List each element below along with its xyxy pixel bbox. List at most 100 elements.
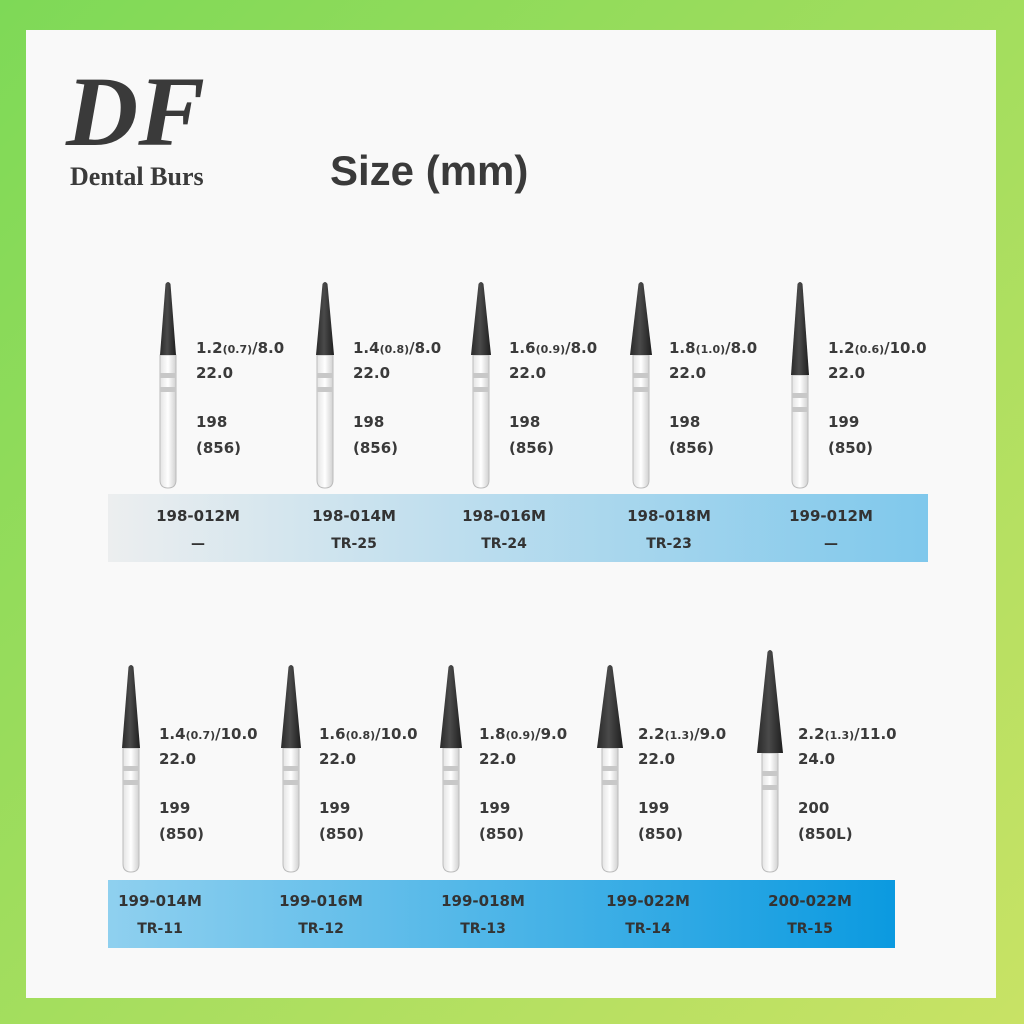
code: 200-022M <box>768 892 852 910</box>
spec-length: 22.0 <box>479 750 516 768</box>
spec-shape: 200 <box>798 799 829 817</box>
bur-ring <box>473 387 489 392</box>
size-tip: /8.0 <box>409 339 441 357</box>
bur: 1.6(0.9)/8.0 22.0 198 (856) 198-016M TR-24 <box>462 282 597 552</box>
bur-head <box>630 282 652 355</box>
spec-length: 22.0 <box>319 750 356 768</box>
spec-shape: 199 <box>159 799 190 817</box>
bur-ring <box>317 387 333 392</box>
size-tip: /8.0 <box>725 339 757 357</box>
bur-head <box>440 665 462 748</box>
bur-ring <box>473 373 489 378</box>
code: 199-022M <box>606 892 690 910</box>
bur-head <box>122 665 140 748</box>
code: 198-014M <box>312 507 396 525</box>
spec-length: 22.0 <box>353 364 390 382</box>
bur-ring <box>602 780 618 785</box>
spec-length: 22.0 <box>159 750 196 768</box>
bur-ring <box>633 387 649 392</box>
bur-shank <box>601 747 619 873</box>
ref: TR-15 <box>787 921 833 937</box>
size-tip: /10.0 <box>215 725 258 743</box>
ref: TR-11 <box>137 921 183 937</box>
code: 199-012M <box>789 507 873 525</box>
bur-shank <box>442 747 460 873</box>
size-inner: (0.9) <box>506 729 536 742</box>
size: 2.2 <box>638 725 665 743</box>
spec-size: 1.8(0.9)/9.0 <box>479 725 567 743</box>
bur-ring <box>123 766 139 771</box>
bur-ring <box>602 766 618 771</box>
spec-size: 2.2(1.3)/9.0 <box>638 725 726 743</box>
bur-ring <box>792 407 808 412</box>
bur: 1.8(0.9)/9.0 22.0 199 (850) 199-018M TR-13 <box>440 665 567 937</box>
bur-ring <box>792 393 808 398</box>
size-inner: (1.3) <box>825 729 855 742</box>
size-inner: (0.8) <box>346 729 376 742</box>
code: 199-016M <box>279 892 363 910</box>
spec-size: 1.4(0.8)/8.0 <box>353 339 441 357</box>
bur: 1.4(0.7)/10.0 22.0 199 (850) 199-014M TR-11 <box>118 665 258 937</box>
bur-ring <box>283 766 299 771</box>
size-inner: (1.3) <box>665 729 695 742</box>
size-tip: /11.0 <box>854 725 897 743</box>
size-tip: /8.0 <box>252 339 284 357</box>
spec-iso: (850) <box>159 825 204 843</box>
bur-head <box>316 282 334 355</box>
ref: TR-25 <box>331 536 377 552</box>
ref: TR-23 <box>646 536 692 552</box>
spec-size: 2.2(1.3)/11.0 <box>798 725 897 743</box>
spec-size: 1.2(0.6)/10.0 <box>828 339 927 357</box>
bur-shank <box>282 747 300 873</box>
code-band <box>108 494 928 562</box>
bur: 2.2(1.3)/9.0 22.0 199 (850) 199-022M TR-14 <box>597 665 726 937</box>
spec-shape: 199 <box>319 799 350 817</box>
size: 2.2 <box>798 725 825 743</box>
ref: TR-14 <box>625 921 671 937</box>
title: Size (mm) <box>330 147 528 194</box>
bur-shank <box>791 374 809 489</box>
bur-ring <box>283 780 299 785</box>
bur-ring <box>317 373 333 378</box>
bur-head <box>281 665 301 748</box>
bur: 1.2(0.6)/10.0 22.0 199 (850) 199-012M — <box>789 282 927 552</box>
ref: TR-12 <box>298 921 344 937</box>
brand-name: Dental Burs <box>70 162 204 191</box>
spec-shape: 199 <box>479 799 510 817</box>
bur-head <box>791 282 809 375</box>
spec-size: 1.6(0.8)/10.0 <box>319 725 418 743</box>
code-band <box>108 880 895 948</box>
spec-size: 1.6(0.9)/8.0 <box>509 339 597 357</box>
spec-length: 22.0 <box>828 364 865 382</box>
bur: 1.8(1.0)/8.0 22.0 198 (856) 198-018M TR-23 <box>627 282 757 552</box>
size-inner: (0.7) <box>186 729 216 742</box>
bur-shank <box>761 752 779 873</box>
spec-shape: 198 <box>353 413 384 431</box>
bur-head <box>160 282 176 355</box>
spec-length: 22.0 <box>196 364 233 382</box>
bur-head <box>597 665 623 748</box>
bur: 2.2(1.3)/11.0 24.0 200 (850L) 200-022M TR-15 <box>757 650 897 937</box>
ref: TR-24 <box>481 536 527 552</box>
spec-iso: (850) <box>828 439 873 457</box>
size-tip: /9.0 <box>535 725 567 743</box>
spec-iso: (856) <box>353 439 398 457</box>
bur-ring <box>160 387 176 392</box>
size-inner: (0.7) <box>223 343 253 356</box>
code: 199-014M <box>118 892 202 910</box>
spec-size: 1.8(1.0)/8.0 <box>669 339 757 357</box>
bur-ring <box>633 373 649 378</box>
spec-iso: (856) <box>196 439 241 457</box>
spec-length: 22.0 <box>638 750 675 768</box>
items: 1.2(0.7)/8.022.0198(856)198-012M—1.4(0.8… <box>118 282 927 937</box>
size-inner: (0.8) <box>380 343 410 356</box>
spec-length: 24.0 <box>798 750 835 768</box>
bur-shank <box>122 747 140 873</box>
size-inner: (0.6) <box>855 343 885 356</box>
code: 198-012M <box>156 507 240 525</box>
spec-shape: 199 <box>828 413 859 431</box>
size-inner: (1.0) <box>696 343 726 356</box>
spec-iso: (850) <box>479 825 524 843</box>
bur: 1.4(0.8)/8.0 22.0 198 (856) 198-014M TR-25 <box>312 282 441 552</box>
